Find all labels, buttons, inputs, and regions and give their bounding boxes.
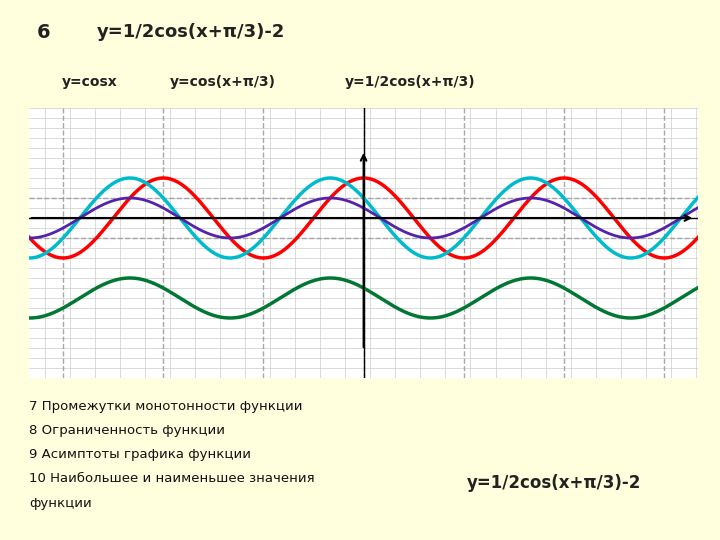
Text: y=1/2cos(x+π/3)-2: y=1/2cos(x+π/3)-2: [467, 474, 642, 492]
Text: y=cosx: y=cosx: [62, 76, 118, 89]
Text: 9 Асимптоты графика функции: 9 Асимптоты графика функции: [29, 448, 251, 461]
Text: y=1/2cos(x+π/3)-2: y=1/2cos(x+π/3)-2: [96, 23, 285, 42]
Text: функции: функции: [29, 497, 91, 510]
Text: y=1/2cos(x+π/3): y=1/2cos(x+π/3): [345, 76, 476, 89]
Text: y=cos(x+π/3): y=cos(x+π/3): [170, 76, 276, 89]
Text: 8 Ограниченность функции: 8 Ограниченность функции: [29, 424, 225, 437]
Text: 7 Промежутки монотонности функции: 7 Промежутки монотонности функции: [29, 400, 302, 413]
Text: 10 Наибольшее и наименьшее значения: 10 Наибольшее и наименьшее значения: [29, 472, 315, 485]
Text: 6: 6: [37, 23, 50, 42]
